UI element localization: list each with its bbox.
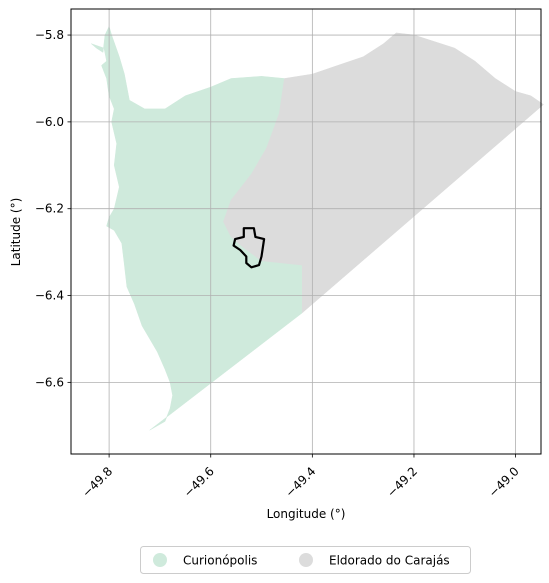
legend-label-eldorado-do-carajas: Eldorado do Carajás xyxy=(329,554,450,568)
y-tick-label: −6.2 xyxy=(35,202,64,216)
grid-layer xyxy=(71,9,541,454)
y-tick-label: −6.6 xyxy=(35,375,64,389)
plot-frame xyxy=(70,8,542,455)
outline-layer xyxy=(232,227,266,269)
y-axis-ticks: −5.8 −6.0 −6.2 −6.4 −6.6 xyxy=(35,28,71,389)
region-eldorado-do-carajas xyxy=(223,32,544,314)
y-tick-label: −6.4 xyxy=(35,289,64,303)
y-axis-label: Latitude (°) xyxy=(9,198,23,267)
legend-marker-curionopolis xyxy=(153,553,167,567)
legend-label-curionopolis: Curionópolis xyxy=(183,554,257,568)
y-tick-label: −6.0 xyxy=(35,115,64,129)
legend: Curionópolis Eldorado do Carajás xyxy=(140,546,471,574)
x-axis-label: Longitude (°) xyxy=(267,507,346,521)
legend-marker-eldorado-do-carajas xyxy=(299,553,313,567)
region-curionopolis xyxy=(91,25,303,431)
highlight-outline xyxy=(232,227,266,269)
regions-layer xyxy=(91,25,544,431)
y-tick-label: −5.8 xyxy=(35,28,64,42)
plot-area xyxy=(70,8,544,455)
